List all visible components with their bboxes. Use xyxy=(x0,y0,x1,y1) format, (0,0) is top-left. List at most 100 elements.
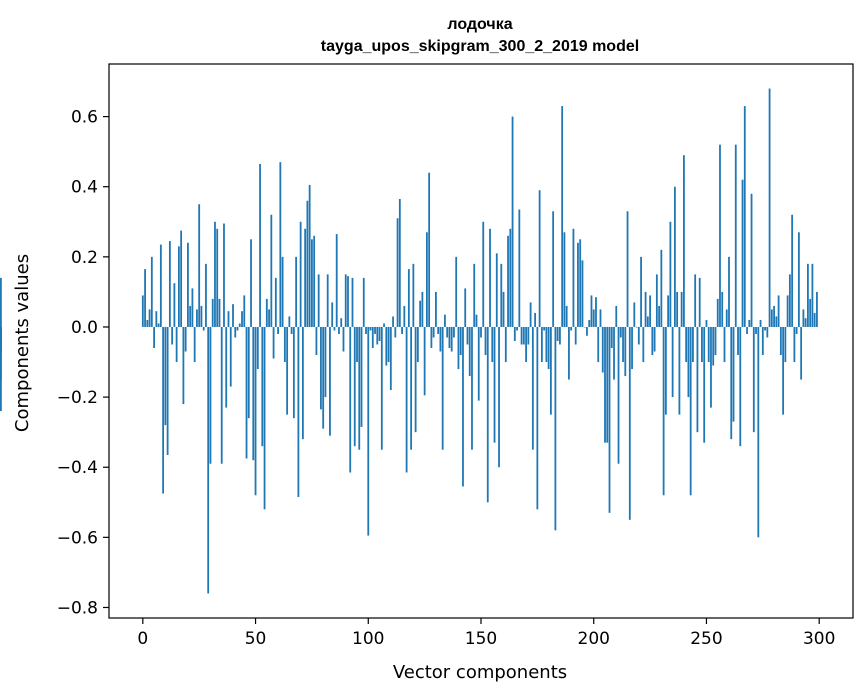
bar xyxy=(159,244,162,327)
bar xyxy=(565,305,568,327)
bar xyxy=(622,326,624,363)
bar xyxy=(606,326,609,443)
bar xyxy=(651,326,654,356)
bar xyxy=(396,218,399,327)
bar xyxy=(683,155,685,327)
x-tick-label: 0 xyxy=(137,629,148,649)
bar xyxy=(398,198,401,327)
bar xyxy=(527,326,530,345)
axes-group: 0 50 100 150 200 250 300 −0.8 −0.6 −0.4 −0.2 0.0 0.2… xyxy=(57,63,854,649)
y-axis-label: Components values xyxy=(12,254,33,432)
bar xyxy=(198,204,201,327)
bar xyxy=(732,326,735,422)
bar xyxy=(0,277,2,327)
bar xyxy=(407,269,410,327)
bar xyxy=(556,326,559,341)
bar xyxy=(540,326,543,363)
x-tick-label: 200 xyxy=(578,629,610,649)
bar xyxy=(619,326,622,338)
x-tick-label: 50 xyxy=(245,629,267,649)
bar xyxy=(653,326,656,352)
bar xyxy=(746,326,748,334)
bar xyxy=(180,230,183,327)
bar xyxy=(270,214,273,327)
bar xyxy=(216,228,219,327)
bar xyxy=(712,326,715,366)
bar xyxy=(610,326,613,349)
bar xyxy=(236,326,239,331)
bar xyxy=(184,326,187,352)
bar xyxy=(642,326,645,363)
bar xyxy=(480,326,482,338)
bar xyxy=(202,326,205,331)
bar xyxy=(631,326,633,370)
bar xyxy=(394,326,397,338)
y-tick-label: 0.6 xyxy=(71,108,98,128)
bar xyxy=(455,256,458,327)
bar xyxy=(748,319,751,327)
bar xyxy=(613,326,615,380)
bar xyxy=(529,302,532,327)
bar xyxy=(193,326,196,363)
bar xyxy=(793,326,796,363)
bar xyxy=(227,311,230,327)
bar xyxy=(254,326,257,496)
bar xyxy=(572,228,575,327)
bar xyxy=(545,326,548,363)
bar xyxy=(211,298,214,327)
bar xyxy=(471,326,473,450)
bar xyxy=(784,326,787,363)
bar xyxy=(342,326,345,352)
bar xyxy=(802,309,805,327)
bar xyxy=(658,305,661,327)
bar xyxy=(655,274,658,327)
bar xyxy=(716,298,719,327)
bar xyxy=(311,239,313,327)
bar xyxy=(633,302,636,327)
bar xyxy=(791,214,794,327)
bar xyxy=(640,256,642,327)
bar xyxy=(439,326,442,352)
bar xyxy=(200,305,203,327)
bar xyxy=(482,221,485,327)
bar xyxy=(326,274,329,327)
bar xyxy=(671,326,674,398)
bar xyxy=(701,326,703,363)
bar xyxy=(782,326,785,415)
bar xyxy=(214,221,216,327)
bar xyxy=(549,326,552,415)
bar xyxy=(498,326,500,468)
bar xyxy=(752,326,755,433)
bar xyxy=(664,326,667,415)
bar xyxy=(538,190,541,327)
bar xyxy=(660,249,663,327)
x-tick-label: 150 xyxy=(465,629,497,649)
bar xyxy=(816,291,818,327)
bar xyxy=(804,318,807,327)
bar xyxy=(559,326,561,345)
bar xyxy=(268,309,270,327)
bar xyxy=(153,326,155,349)
bar xyxy=(432,326,435,338)
bar xyxy=(813,312,816,327)
bar xyxy=(392,316,394,327)
bar xyxy=(259,163,261,327)
bar xyxy=(459,326,462,356)
bar xyxy=(256,326,259,370)
bar xyxy=(0,326,2,412)
bar xyxy=(489,228,491,327)
bar xyxy=(367,326,370,536)
x-tick-label: 250 xyxy=(690,629,722,649)
bar xyxy=(252,326,255,461)
bar xyxy=(624,326,627,377)
bar xyxy=(678,326,681,415)
bar xyxy=(595,297,597,327)
bar xyxy=(574,326,577,345)
bar xyxy=(209,326,212,464)
bar xyxy=(739,326,742,447)
bar xyxy=(329,326,331,436)
bar xyxy=(592,309,595,327)
bar xyxy=(380,326,383,450)
y-tick-label: −0.2 xyxy=(57,388,98,408)
